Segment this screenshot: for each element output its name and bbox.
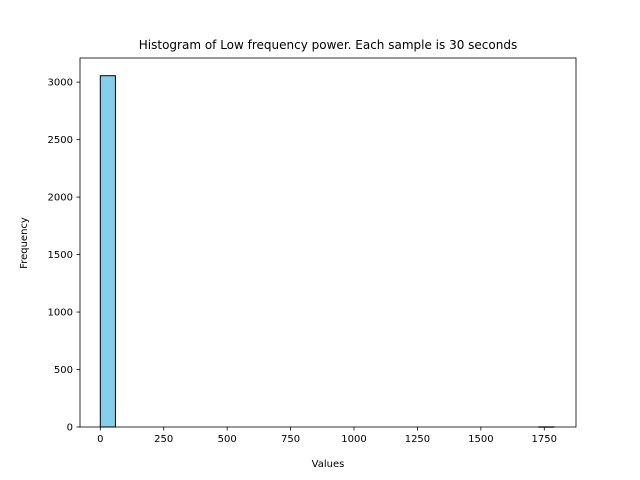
- x-tick-label: 1000: [341, 434, 366, 445]
- y-tick-label: 1000: [48, 308, 73, 319]
- y-tick-label: 2500: [48, 135, 73, 146]
- x-tick-label: 1500: [468, 434, 493, 445]
- y-tick-label: 3000: [48, 78, 73, 89]
- chart-title: Histogram of Low frequency power. Each s…: [139, 38, 517, 52]
- y-tick-label: 2000: [48, 193, 73, 204]
- x-tick-label: 1750: [532, 434, 557, 445]
- y-tick-label: 500: [54, 365, 73, 376]
- y-tick-label: 1500: [48, 250, 73, 261]
- x-tick-label: 1250: [405, 434, 430, 445]
- y-axis-label: Frequency: [19, 217, 30, 269]
- x-tick-label: 250: [154, 434, 173, 445]
- x-tick-label: 0: [97, 434, 103, 445]
- x-axis-ticks: 0 250 500 750 1000 1250 1500 1750: [97, 427, 557, 445]
- y-axis-ticks: 0 500 1000 1500 2000 2500 3000: [48, 78, 80, 434]
- histogram-bar: [99, 75, 116, 428]
- x-tick-label: 500: [218, 434, 237, 445]
- plot-frame: [79, 57, 577, 428]
- x-tick-label: 750: [281, 434, 300, 445]
- x-axis-label: Values: [312, 459, 345, 470]
- y-tick-label: 0: [67, 423, 73, 434]
